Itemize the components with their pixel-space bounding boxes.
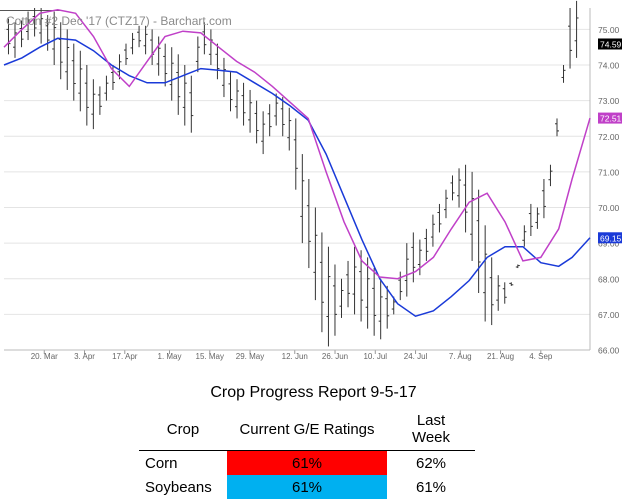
last-price-label: 74.59 [600, 39, 622, 49]
moving-average-line [3, 37, 591, 318]
last-week-cell: 62% [415, 454, 447, 472]
y-tick-label: 75.00 [598, 25, 620, 35]
table-row-corn: Corn 61% 62% [139, 450, 475, 475]
y-tick-label: 74.00 [598, 61, 620, 71]
x-tick-label: 17. Apr [112, 352, 138, 361]
crop-name: Corn [145, 454, 178, 472]
col-header-current: Current G/E Ratings [227, 410, 387, 451]
crop-name: Soybeans [145, 478, 212, 496]
col-header-crop: Crop [139, 410, 227, 451]
x-tick-label: 4. Sep [529, 352, 553, 361]
y-tick-label: 69.00 [598, 239, 620, 249]
moving-average-line [3, 9, 591, 280]
x-tick-label: 1. May [158, 352, 182, 361]
table-row-soybeans: Soybeans 61% 61% [139, 475, 475, 499]
series-end-tag [598, 232, 622, 244]
y-tick-label: 70.00 [598, 203, 620, 213]
price-chart: 66.00 67.00 68.00 69.00 70.00 71.00 72.00 73.00… [0, 0, 622, 361]
last-price-tag [598, 38, 622, 50]
y-tick-label: 73.00 [598, 96, 620, 106]
x-tick-label: 29. May [236, 352, 264, 361]
series-end-label: 72.51 [600, 114, 622, 124]
chart-canvas: 66.00 67.00 68.00 69.00 70.00 71.00 72.00 73.00… [3, 0, 622, 361]
y-tick-label: 71.00 [598, 167, 620, 177]
x-tick-label: 26. Jun [322, 352, 348, 361]
y-tick-label: 68.00 [598, 274, 620, 284]
x-tick-label: 24. Jul [404, 352, 428, 361]
crop-progress-table: Crop Current G/E Ratings Last Week Corn … [139, 410, 475, 499]
chart-title: Cotton #2 Dec '17 (CTZ17) - Barchart.com [6, 14, 232, 28]
x-tick-label: 10. Jul [363, 352, 387, 361]
current-rating-cell: 61% [227, 450, 387, 475]
series-end-label: 69.15 [600, 233, 622, 243]
header-rule [0, 10, 60, 11]
y-tick-label: 66.00 [598, 346, 620, 356]
y-tick-label: 72.00 [598, 132, 620, 142]
x-tick-label: 7. Aug [449, 352, 472, 361]
x-tick-label: 20. Mar [31, 352, 58, 361]
last-week-cell: 61% [415, 478, 447, 496]
series-end-tag [598, 112, 622, 124]
x-tick-label: 3. Apr [74, 352, 95, 361]
x-tick-label: 12. Jun [282, 352, 308, 361]
report-title: Crop Progress Report 9-5-17 [210, 384, 417, 401]
col-header-last-week: Last Week [387, 410, 475, 451]
x-tick-label: 21. Aug [487, 352, 514, 361]
y-tick-label: 67.00 [598, 310, 620, 320]
x-tick-label: 15. May [196, 352, 224, 361]
current-rating-cell: 61% [227, 475, 387, 499]
table-header-row: Crop Current G/E Ratings Last Week [139, 410, 475, 451]
